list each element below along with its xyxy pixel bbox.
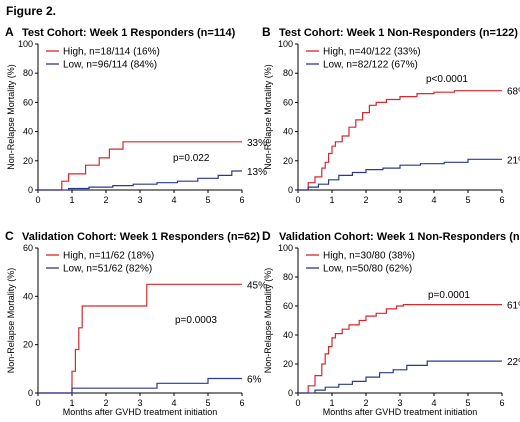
- y-tick-label: 80: [283, 272, 293, 282]
- x-tick-label: 1: [329, 195, 334, 205]
- y-tick-label: 60: [23, 243, 33, 253]
- legend-label: Low, n=51/62 (82%): [63, 264, 152, 275]
- chart-title: Test Cohort: Week 1 Responders (n=114): [22, 27, 236, 39]
- series-end-label: 61%: [507, 301, 520, 312]
- figure-title: Figure 2.: [6, 4, 57, 18]
- chart-title: Validation Cohort: Week 1 Non-Responders…: [279, 231, 520, 243]
- x-tick-label: 0: [35, 398, 40, 408]
- y-tick-label: 60: [283, 301, 293, 311]
- series-line-high: [38, 283, 242, 394]
- y-axis-label: Non-Relapse Mortality (%): [263, 64, 273, 170]
- y-tick-label: 40: [23, 127, 33, 137]
- chart-panel-a: A Test Cohort: Week 1 Responders (n=114) 0…: [5, 25, 267, 205]
- series-end-label: 68%: [507, 87, 520, 98]
- legend-label: High, n=30/80 (38%): [323, 251, 415, 262]
- y-tick-label: 40: [23, 291, 33, 301]
- x-tick-label: 2: [103, 195, 108, 205]
- x-tick-label: 5: [205, 398, 210, 408]
- x-tick-label: 6: [239, 195, 244, 205]
- x-tick-label: 2: [363, 195, 368, 205]
- series-line-high: [38, 141, 242, 191]
- series-end-label: 13%: [247, 167, 267, 178]
- x-tick-label: 5: [205, 195, 210, 205]
- y-tick-label: 60: [283, 97, 293, 107]
- series-line-low: [298, 360, 502, 394]
- series-line-low: [38, 377, 242, 394]
- chart-title: Test Cohort: Week 1 Non-Responders (n=12…: [279, 27, 518, 39]
- x-tick-label: 3: [137, 398, 142, 408]
- legend-label: High, n=40/122 (33%): [323, 47, 421, 58]
- y-tick-label: 100: [278, 243, 293, 253]
- y-axis-label: Non-Relapse Mortality (%): [263, 268, 273, 374]
- y-tick-label: 100: [278, 39, 293, 49]
- x-tick-label: 2: [103, 398, 108, 408]
- chart-panel-d: D Validation Cohort: Week 1 Non-Responder…: [262, 229, 520, 417]
- x-tick-label: 6: [499, 195, 504, 205]
- y-tick-label: 20: [23, 156, 33, 166]
- x-tick-label: 2: [363, 398, 368, 408]
- p-value-label: p<0.0001: [426, 74, 468, 85]
- series-line-low: [298, 158, 502, 191]
- p-value-label: p=0.022: [173, 153, 210, 164]
- y-tick-label: 80: [283, 68, 293, 78]
- x-tick-label: 0: [35, 195, 40, 205]
- y-tick-label: 20: [23, 340, 33, 350]
- x-axis-label: Months after GVHD treatment initiation: [323, 407, 478, 417]
- y-axis-label: Non-Relapse Mortality (%): [6, 64, 16, 170]
- chart-panel-c: C Validation Cohort: Week 1 Responders (n…: [5, 229, 267, 417]
- y-tick-label: 20: [283, 359, 293, 369]
- x-tick-label: 5: [465, 398, 470, 408]
- x-tick-label: 3: [397, 195, 402, 205]
- x-tick-label: 4: [431, 195, 436, 205]
- series-line-high: [298, 90, 502, 191]
- y-tick-label: 20: [283, 156, 293, 166]
- y-axis-label: Non-Relapse Mortality (%): [6, 268, 16, 374]
- y-tick-label: 0: [288, 388, 293, 398]
- x-tick-label: 3: [137, 195, 142, 205]
- panel-letter: D: [262, 229, 271, 243]
- x-tick-label: 5: [465, 195, 470, 205]
- x-tick-label: 1: [69, 398, 74, 408]
- x-tick-label: 4: [171, 195, 176, 205]
- panel-letter: A: [5, 25, 14, 39]
- y-tick-label: 0: [288, 185, 293, 195]
- y-tick-label: 60: [23, 97, 33, 107]
- series-line-high: [298, 304, 502, 394]
- x-tick-label: 3: [397, 398, 402, 408]
- y-tick-label: 0: [28, 388, 33, 398]
- y-tick-label: 40: [283, 127, 293, 137]
- y-tick-label: 80: [23, 68, 33, 78]
- series-line-low: [38, 170, 242, 191]
- series-end-label: 33%: [247, 138, 267, 149]
- x-tick-label: 0: [295, 398, 300, 408]
- legend-label: Low, n=96/114 (84%): [63, 60, 157, 71]
- x-tick-label: 1: [329, 398, 334, 408]
- chart-title: Validation Cohort: Week 1 Responders (n=…: [22, 231, 260, 243]
- legend-label: Low, n=82/122 (67%): [323, 60, 418, 71]
- p-value-label: p=0.0001: [428, 290, 470, 301]
- x-axis-label: Months after GVHD treatment initiation: [63, 407, 218, 417]
- legend-label: High, n=11/62 (18%): [63, 251, 154, 262]
- panel-letter: C: [5, 229, 14, 243]
- series-end-label: 45%: [247, 280, 267, 291]
- x-tick-label: 4: [171, 398, 176, 408]
- y-tick-label: 40: [283, 330, 293, 340]
- y-tick-label: 0: [28, 185, 33, 195]
- chart-panel-b: B Test Cohort: Week 1 Non-Responders (n=1…: [262, 25, 520, 205]
- series-end-label: 21%: [507, 155, 520, 166]
- legend-label: High, n=18/114 (16%): [63, 47, 160, 58]
- series-end-label: 22%: [507, 357, 520, 368]
- panel-letter: B: [262, 25, 271, 39]
- y-tick-label: 100: [18, 39, 33, 49]
- x-tick-label: 4: [431, 398, 436, 408]
- p-value-label: p=0.0003: [175, 315, 217, 326]
- x-tick-label: 0: [295, 195, 300, 205]
- x-tick-label: 6: [239, 398, 244, 408]
- x-tick-label: 6: [499, 398, 504, 408]
- x-tick-label: 1: [69, 195, 74, 205]
- legend-label: Low, n=50/80 (62%): [323, 264, 412, 275]
- series-end-label: 6%: [247, 375, 262, 386]
